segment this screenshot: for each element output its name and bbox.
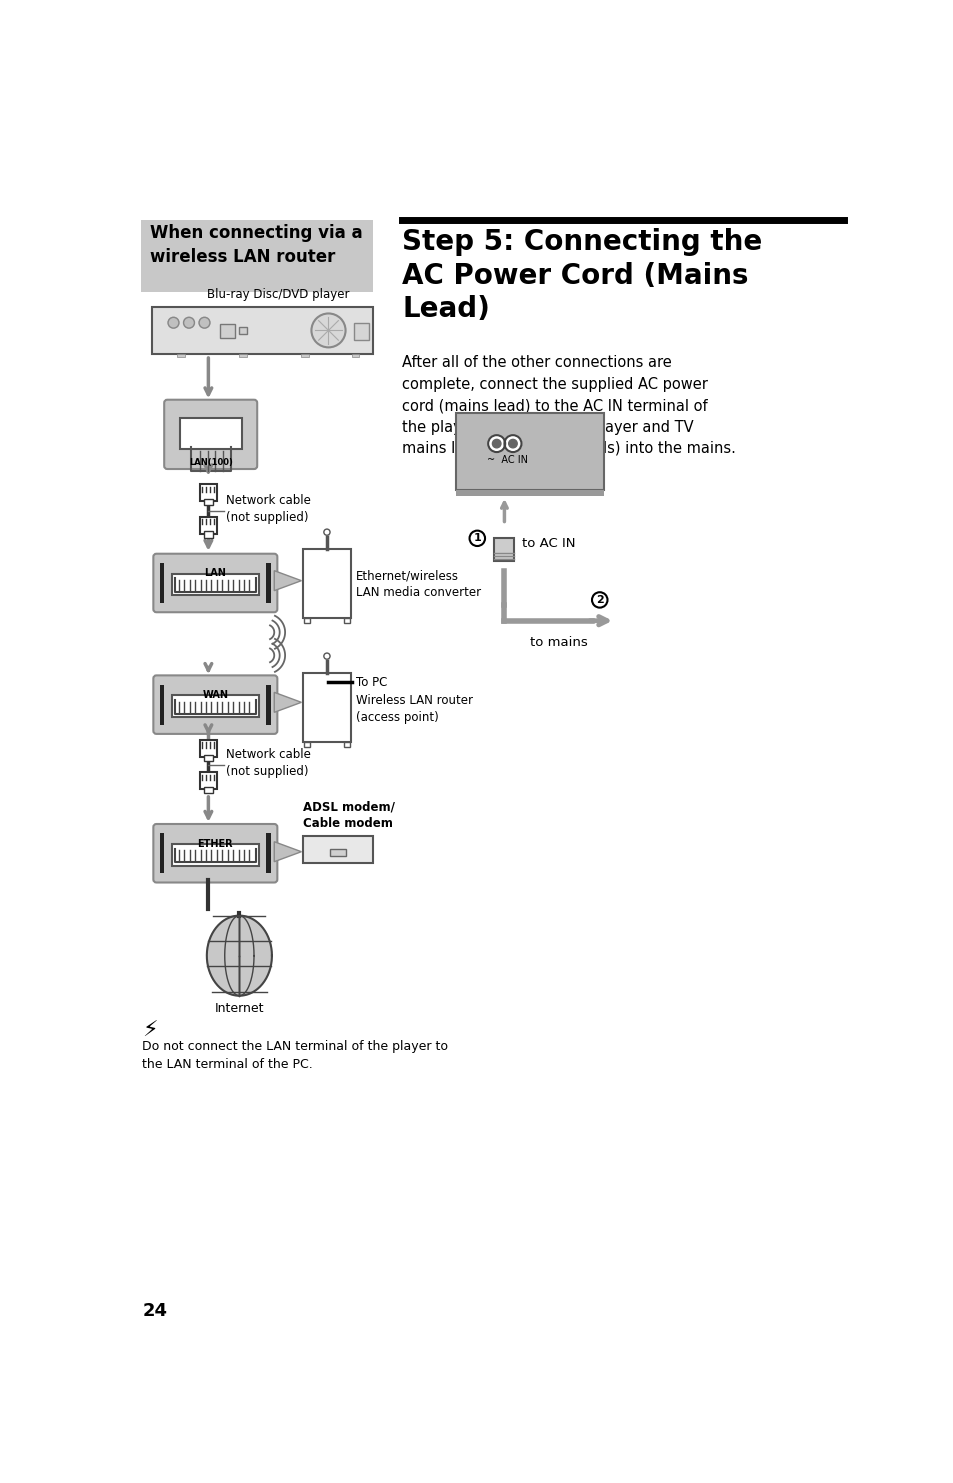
FancyBboxPatch shape (344, 743, 350, 747)
FancyBboxPatch shape (179, 418, 241, 449)
FancyBboxPatch shape (199, 516, 216, 534)
Text: After all of the other connections are
complete, connect the supplied AC power
c: After all of the other connections are c… (402, 354, 735, 457)
FancyBboxPatch shape (159, 685, 164, 725)
FancyBboxPatch shape (159, 833, 164, 873)
FancyBboxPatch shape (303, 836, 373, 863)
FancyBboxPatch shape (239, 326, 247, 334)
Text: Ethernet/wireless
LAN media converter: Ethernet/wireless LAN media converter (355, 569, 480, 599)
Polygon shape (274, 693, 301, 712)
Circle shape (323, 529, 330, 535)
FancyBboxPatch shape (159, 564, 164, 604)
Circle shape (311, 313, 345, 347)
FancyBboxPatch shape (199, 740, 216, 756)
Text: Step 5: Connecting the
AC Power Cord (Mains
Lead): Step 5: Connecting the AC Power Cord (Ma… (402, 228, 761, 323)
Text: To PC: To PC (355, 676, 387, 688)
Text: Wireless LAN router
(access point): Wireless LAN router (access point) (355, 694, 472, 724)
FancyBboxPatch shape (352, 353, 359, 357)
FancyBboxPatch shape (303, 549, 351, 618)
Text: ETHER: ETHER (197, 838, 233, 848)
FancyBboxPatch shape (239, 353, 247, 357)
FancyBboxPatch shape (204, 500, 213, 506)
FancyBboxPatch shape (456, 489, 603, 495)
FancyBboxPatch shape (266, 685, 271, 725)
Text: 1: 1 (473, 534, 480, 543)
FancyBboxPatch shape (153, 825, 277, 882)
FancyBboxPatch shape (172, 574, 258, 595)
FancyBboxPatch shape (199, 485, 216, 501)
FancyBboxPatch shape (152, 307, 373, 353)
FancyBboxPatch shape (204, 531, 213, 537)
Text: Network cable
(not supplied): Network cable (not supplied) (226, 747, 311, 779)
Polygon shape (274, 842, 301, 862)
Circle shape (323, 653, 330, 660)
Text: When connecting via a
wireless LAN router: When connecting via a wireless LAN route… (150, 224, 362, 265)
Text: ⚡: ⚡ (142, 1022, 158, 1041)
Circle shape (168, 317, 179, 328)
FancyBboxPatch shape (266, 564, 271, 604)
Text: to mains: to mains (530, 636, 587, 650)
FancyBboxPatch shape (141, 221, 373, 292)
Text: LAN(100): LAN(100) (189, 458, 233, 467)
Text: Blu-ray Disc/DVD player: Blu-ray Disc/DVD player (207, 288, 349, 301)
FancyBboxPatch shape (199, 773, 216, 789)
Circle shape (592, 592, 607, 608)
Text: 24: 24 (142, 1302, 168, 1320)
FancyBboxPatch shape (172, 844, 258, 866)
Circle shape (183, 317, 194, 328)
Text: Network cable
(not supplied): Network cable (not supplied) (226, 494, 311, 523)
Text: ADSL modem/
Cable modem: ADSL modem/ Cable modem (303, 801, 395, 830)
FancyBboxPatch shape (494, 537, 514, 561)
FancyBboxPatch shape (177, 353, 185, 357)
FancyBboxPatch shape (172, 696, 258, 716)
Text: WAN: WAN (202, 690, 228, 700)
FancyBboxPatch shape (164, 400, 257, 469)
Circle shape (488, 435, 505, 452)
FancyBboxPatch shape (204, 787, 213, 793)
Circle shape (199, 317, 210, 328)
FancyBboxPatch shape (456, 412, 603, 489)
FancyBboxPatch shape (153, 553, 277, 612)
Text: 2: 2 (596, 595, 603, 605)
FancyBboxPatch shape (220, 325, 235, 338)
Polygon shape (207, 915, 272, 995)
FancyBboxPatch shape (204, 755, 213, 761)
FancyBboxPatch shape (303, 673, 351, 743)
Text: LAN: LAN (204, 568, 226, 578)
FancyBboxPatch shape (153, 675, 277, 734)
Circle shape (508, 439, 517, 448)
FancyBboxPatch shape (344, 618, 350, 623)
FancyBboxPatch shape (303, 618, 310, 623)
Circle shape (492, 439, 500, 448)
Text: Do not connect the LAN terminal of the player to
the LAN terminal of the PC.: Do not connect the LAN terminal of the p… (142, 1041, 448, 1071)
Text: ~  AC IN: ~ AC IN (487, 455, 528, 466)
Polygon shape (274, 571, 301, 590)
Text: Internet: Internet (214, 1003, 264, 1014)
Circle shape (469, 531, 484, 546)
Text: to AC IN: to AC IN (521, 537, 576, 550)
FancyBboxPatch shape (330, 850, 345, 856)
FancyBboxPatch shape (301, 353, 309, 357)
Circle shape (504, 435, 521, 452)
FancyBboxPatch shape (354, 323, 369, 340)
FancyBboxPatch shape (266, 833, 271, 873)
FancyBboxPatch shape (303, 743, 310, 747)
